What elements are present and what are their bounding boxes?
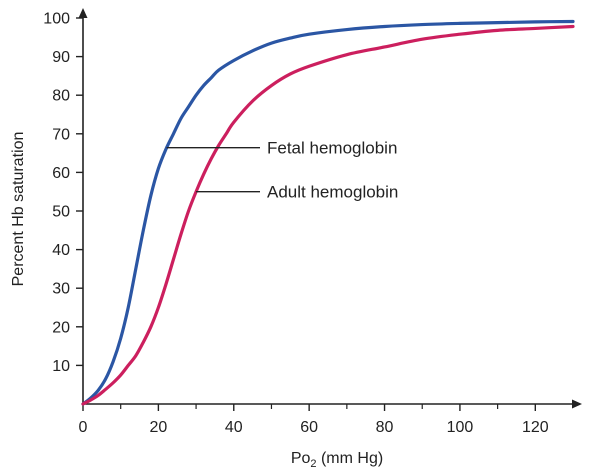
annotations: Fetal hemoglobin Adult hemoglobin	[166, 139, 398, 202]
y-axis-title: Percent Hb saturation	[10, 132, 27, 287]
adult-hemoglobin-curve	[81, 24, 575, 406]
y-tick-label-40: 40	[52, 242, 70, 259]
y-tick-label-80: 80	[52, 88, 70, 105]
x-axis-title-subscript: 2	[310, 458, 316, 470]
y-tick-label-70: 70	[52, 126, 70, 143]
y-tick-label-20: 20	[52, 319, 70, 336]
axes	[78, 8, 582, 409]
y-tick-label-60: 60	[52, 165, 70, 182]
x-tick-label-80: 80	[376, 419, 394, 436]
y-tick-label-90: 90	[52, 49, 70, 66]
x-tick-label-20: 20	[149, 419, 167, 436]
x-axis-title: Po2 (mm Hg)	[291, 450, 383, 470]
y-tick-label-30: 30	[52, 281, 70, 298]
x-ticks: 0 20 40 60 80 100 120	[79, 404, 549, 436]
y-axis-arrow	[78, 8, 88, 18]
x-tick-label-100: 100	[447, 419, 474, 436]
y-tick-label-10: 10	[52, 358, 70, 375]
fetal-hemoglobin-curve	[81, 19, 575, 406]
x-axis-title-main: Po	[291, 450, 311, 467]
x-tick-label-40: 40	[225, 419, 243, 436]
adult-hemoglobin-label: Adult hemoglobin	[267, 183, 398, 202]
y-tick-label-50: 50	[52, 204, 70, 221]
y-tick-label-100: 100	[43, 11, 70, 28]
curves	[81, 19, 575, 406]
x-tick-label-60: 60	[300, 419, 318, 436]
y-ticks: 10 20 30 40 50 60 70 80 90 100	[43, 11, 83, 375]
x-axis-arrow	[572, 399, 582, 409]
x-tick-label-120: 120	[522, 419, 549, 436]
x-axis-title-unit: (mm Hg)	[317, 450, 384, 467]
x-tick-label-0: 0	[79, 419, 88, 436]
fetal-hemoglobin-label: Fetal hemoglobin	[267, 139, 397, 158]
